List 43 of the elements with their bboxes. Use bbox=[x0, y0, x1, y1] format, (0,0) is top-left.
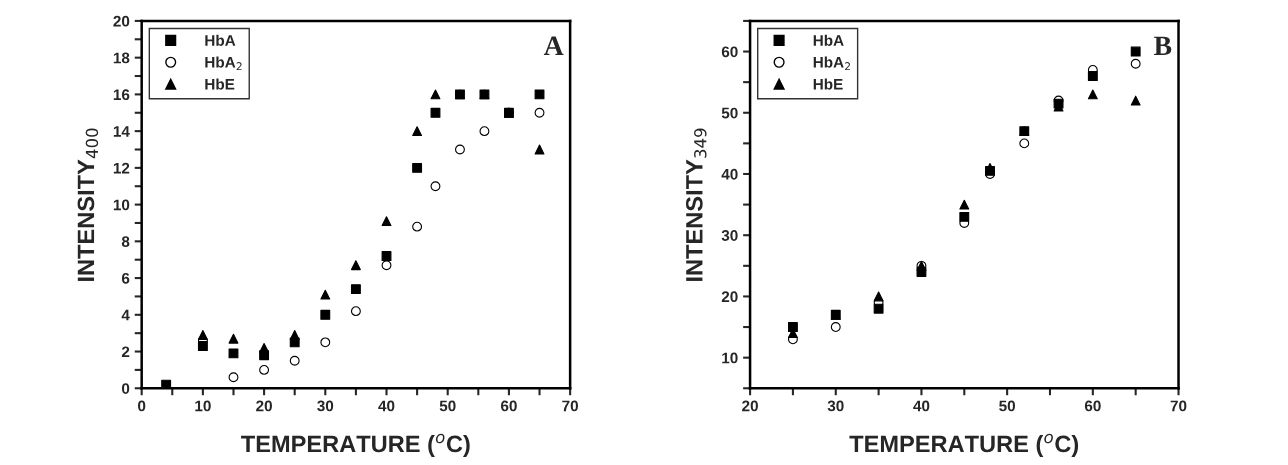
legend-label: HbA bbox=[813, 34, 844, 46]
y-tick-label: 6 bbox=[121, 272, 130, 284]
y-tick-label: 20 bbox=[113, 15, 130, 27]
x-tick-label: 20 bbox=[742, 400, 758, 412]
x-tick-label: 30 bbox=[317, 400, 334, 412]
y-tick-label: 0 bbox=[121, 383, 130, 394]
y-tick-label: 2 bbox=[121, 346, 130, 358]
x-tick-label: 70 bbox=[562, 400, 578, 412]
x-tick-label: 60 bbox=[1084, 400, 1101, 412]
x-tick-label: 40 bbox=[913, 400, 930, 412]
legend-label: HbA$_{2}$ bbox=[813, 56, 850, 71]
x-tick-label: 50 bbox=[999, 400, 1016, 412]
y-tick-label: 10 bbox=[722, 352, 738, 364]
y-axis-title: INTENSITY$_{349}$ bbox=[685, 128, 707, 281]
y-tick-label: 4 bbox=[121, 309, 130, 321]
y-tick-label: 12 bbox=[113, 162, 130, 174]
y-tick-label: 60 bbox=[721, 46, 738, 58]
x-tick-label: 40 bbox=[378, 400, 395, 412]
x-tick-label: 50 bbox=[439, 400, 456, 412]
y-tick-label: 8 bbox=[121, 236, 130, 248]
y-tick-label: 16 bbox=[113, 89, 130, 101]
y-tick-label: 10 bbox=[113, 199, 130, 211]
x-axis-title: TEMPERATURE ($^{o}$C) bbox=[849, 433, 1079, 457]
x-tick-label: 60 bbox=[500, 400, 517, 412]
x-tick-label: 20 bbox=[256, 400, 272, 412]
x-tick-label: 30 bbox=[827, 400, 844, 412]
legend-label: HbE bbox=[205, 78, 235, 90]
y-axis-title: INTENSITY$_{400}$ bbox=[77, 128, 99, 281]
y-tick-label: 14 bbox=[113, 126, 130, 137]
y-tick-label: 50 bbox=[721, 107, 738, 119]
x-tick-label: 70 bbox=[1170, 400, 1187, 412]
legend-label: HbE bbox=[813, 78, 843, 90]
legend-label: HbA bbox=[205, 34, 236, 46]
y-tick-label: 40 bbox=[721, 168, 738, 180]
annotation: A bbox=[543, 36, 564, 55]
y-tick-label: 18 bbox=[113, 52, 130, 64]
y-tick-label: 20 bbox=[721, 291, 738, 303]
x-tick-label: 10 bbox=[195, 400, 211, 412]
annotation: B bbox=[1154, 36, 1172, 55]
x-tick-label: 0 bbox=[138, 400, 146, 412]
legend-label: HbA$_{2}$ bbox=[205, 56, 242, 71]
x-axis-title: TEMPERATURE ($^{o}$C) bbox=[241, 433, 470, 457]
y-tick-label: 30 bbox=[721, 230, 738, 241]
